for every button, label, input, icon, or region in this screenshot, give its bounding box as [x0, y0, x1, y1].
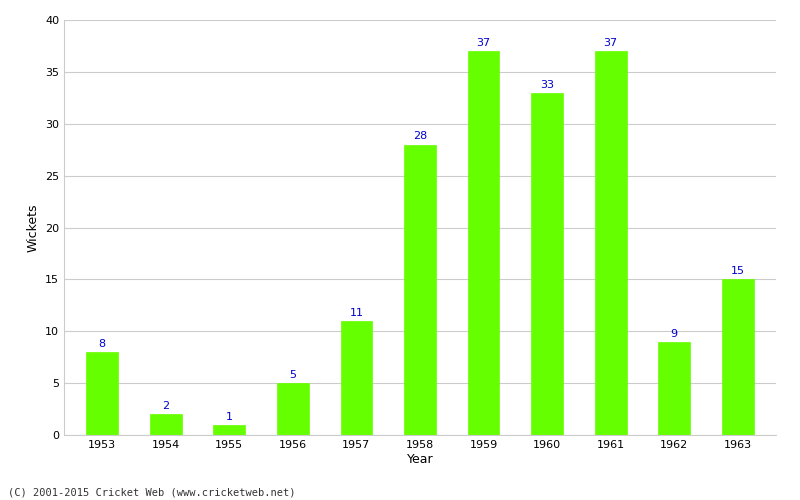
Bar	[341, 321, 372, 435]
Bar	[404, 144, 436, 435]
Text: (C) 2001-2015 Cricket Web (www.cricketweb.net): (C) 2001-2015 Cricket Web (www.cricketwe…	[8, 488, 295, 498]
Text: 2: 2	[162, 401, 170, 411]
Bar	[277, 383, 309, 435]
Bar	[150, 414, 182, 435]
Text: 37: 37	[477, 38, 490, 48]
Text: 15: 15	[731, 266, 745, 276]
Text: 11: 11	[350, 308, 363, 318]
X-axis label: Year: Year	[406, 452, 434, 466]
Text: 37: 37	[604, 38, 618, 48]
Bar	[86, 352, 118, 435]
Bar	[214, 424, 245, 435]
Y-axis label: Wickets: Wickets	[26, 203, 39, 252]
Text: 8: 8	[98, 339, 106, 349]
Bar	[468, 51, 499, 435]
Text: 5: 5	[290, 370, 296, 380]
Text: 1: 1	[226, 412, 233, 422]
Text: 28: 28	[413, 132, 427, 141]
Text: 9: 9	[670, 328, 678, 338]
Bar	[722, 280, 754, 435]
Bar	[658, 342, 690, 435]
Bar	[595, 51, 626, 435]
Text: 33: 33	[540, 80, 554, 90]
Bar	[531, 92, 563, 435]
